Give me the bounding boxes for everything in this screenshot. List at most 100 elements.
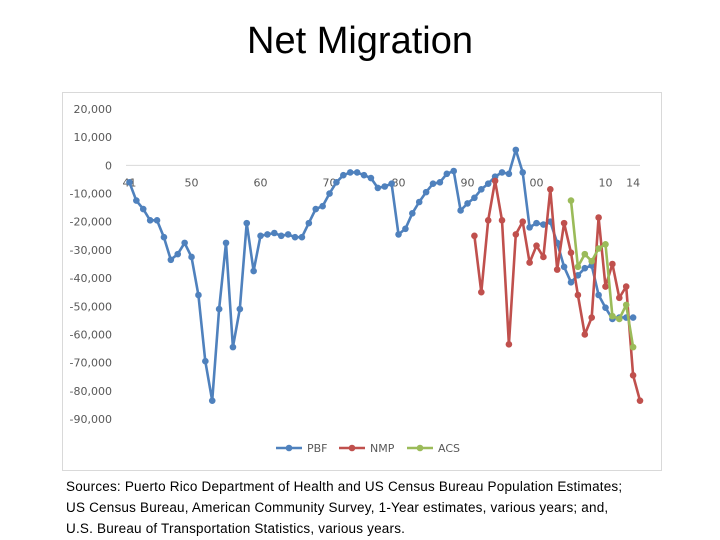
data-point-nmp — [533, 242, 540, 249]
data-point-pbf — [519, 169, 527, 176]
chart-frame — [62, 92, 662, 471]
data-point-nmp — [595, 214, 602, 221]
data-point-pbf — [340, 171, 347, 179]
data-point-nmp — [478, 288, 485, 296]
x-tick-label: 80 — [392, 176, 406, 189]
y-tick-label: 0 — [105, 159, 112, 172]
data-point-nmp — [471, 232, 478, 240]
y-tick-label: -70,000 — [70, 357, 112, 370]
data-point-pbf — [422, 188, 430, 196]
chart-title: Net Migration — [247, 20, 473, 62]
series-line-acs — [569, 200, 635, 348]
y-tick-label: -90,000 — [70, 413, 112, 426]
data-point-pbf — [498, 169, 506, 176]
y-tick-label: -60,000 — [70, 328, 112, 341]
data-point-pbf — [257, 232, 264, 240]
x-tick-label: 00 — [530, 176, 544, 189]
data-point-nmp — [484, 217, 492, 224]
y-tick-label: 10,000 — [74, 131, 113, 144]
data-point-nmp — [622, 283, 630, 290]
data-point-pbf — [160, 233, 168, 241]
data-point-pbf — [533, 219, 540, 227]
data-point-nmp — [512, 231, 520, 238]
data-point-acs — [616, 315, 623, 323]
data-point-pbf — [450, 167, 458, 175]
data-point-pbf — [167, 256, 175, 264]
data-point-pbf — [215, 305, 223, 313]
data-point-pbf — [264, 231, 271, 238]
data-point-nmp — [602, 283, 609, 290]
x-tick-label: 90 — [461, 176, 475, 189]
data-point-pbf — [139, 205, 147, 213]
data-point-pbf — [409, 209, 416, 217]
data-point-pbf — [560, 263, 568, 271]
data-point-pbf — [415, 198, 423, 206]
data-point-pbf — [146, 217, 154, 224]
data-point-pbf — [360, 171, 368, 179]
data-point-pbf — [284, 231, 292, 238]
data-point-pbf — [471, 194, 478, 202]
data-point-pbf — [629, 314, 637, 321]
data-point-nmp — [560, 219, 568, 227]
data-point-nmp — [581, 331, 589, 338]
data-point-pbf — [188, 253, 195, 261]
data-point-pbf — [567, 279, 575, 286]
data-point-pbf — [243, 219, 251, 227]
y-tick-label: -20,000 — [70, 216, 112, 229]
data-point-pbf — [208, 397, 216, 404]
legend-marker-pbf — [285, 444, 293, 452]
legend-label-acs: ACS — [438, 442, 460, 455]
series-line-nmp — [473, 179, 642, 402]
data-point-pbf — [505, 170, 513, 178]
data-point-pbf — [388, 180, 395, 187]
data-point-pbf — [333, 178, 340, 186]
data-point-nmp — [616, 294, 623, 302]
data-point-nmp — [574, 291, 582, 299]
x-tick-label: 10 — [599, 176, 613, 189]
data-point-pbf — [526, 224, 533, 231]
x-tick-label: 50 — [185, 176, 199, 189]
data-point-nmp — [609, 260, 616, 268]
sources-line-3: U.S. Bureau of Transportation Statistics… — [66, 521, 406, 536]
sources-line-2: US Census Bureau, American Community Sur… — [66, 500, 609, 515]
data-point-pbf — [581, 264, 589, 272]
x-tick-label: 14 — [626, 176, 640, 189]
y-tick-label: -10,000 — [70, 188, 112, 201]
data-point-nmp — [505, 341, 513, 348]
data-point-pbf — [367, 174, 375, 182]
data-point-acs — [595, 245, 602, 252]
data-point-pbf — [381, 183, 389, 190]
data-point-pbf — [402, 225, 409, 233]
data-point-pbf — [319, 202, 326, 210]
data-point-pbf — [595, 291, 602, 299]
data-point-pbf — [484, 180, 492, 187]
data-point-pbf — [133, 197, 140, 204]
y-tick-label: -50,000 — [70, 300, 112, 313]
data-point-pbf — [236, 305, 244, 313]
data-point-acs — [629, 343, 637, 351]
data-point-nmp — [636, 397, 644, 404]
data-point-nmp — [547, 186, 554, 193]
data-point-acs — [574, 263, 582, 271]
data-point-pbf — [540, 221, 547, 228]
data-point-acs — [622, 301, 630, 309]
data-point-nmp — [526, 259, 533, 266]
data-point-pbf — [464, 200, 471, 207]
data-point-acs — [567, 197, 575, 204]
net-migration-chart: 20,000 10,000 0 -10,000 -20,000 -30,000 -40,00… — [70, 103, 644, 455]
data-point-acs — [609, 312, 616, 320]
data-point-nmp — [567, 249, 575, 257]
data-point-nmp — [629, 372, 637, 379]
y-tick-label: -80,000 — [70, 385, 112, 398]
data-point-pbf — [229, 343, 237, 351]
data-point-pbf — [298, 233, 306, 241]
data-point-pbf — [222, 239, 230, 247]
data-point-nmp — [491, 177, 499, 185]
data-point-nmp — [498, 217, 506, 224]
sources-note: Sources: Puerto Rico Department of Healt… — [66, 476, 706, 539]
data-point-nmp — [540, 253, 547, 261]
legend-marker-acs — [416, 444, 424, 452]
data-point-pbf — [602, 304, 609, 311]
data-point-pbf — [181, 239, 188, 247]
data-point-pbf — [305, 219, 313, 227]
